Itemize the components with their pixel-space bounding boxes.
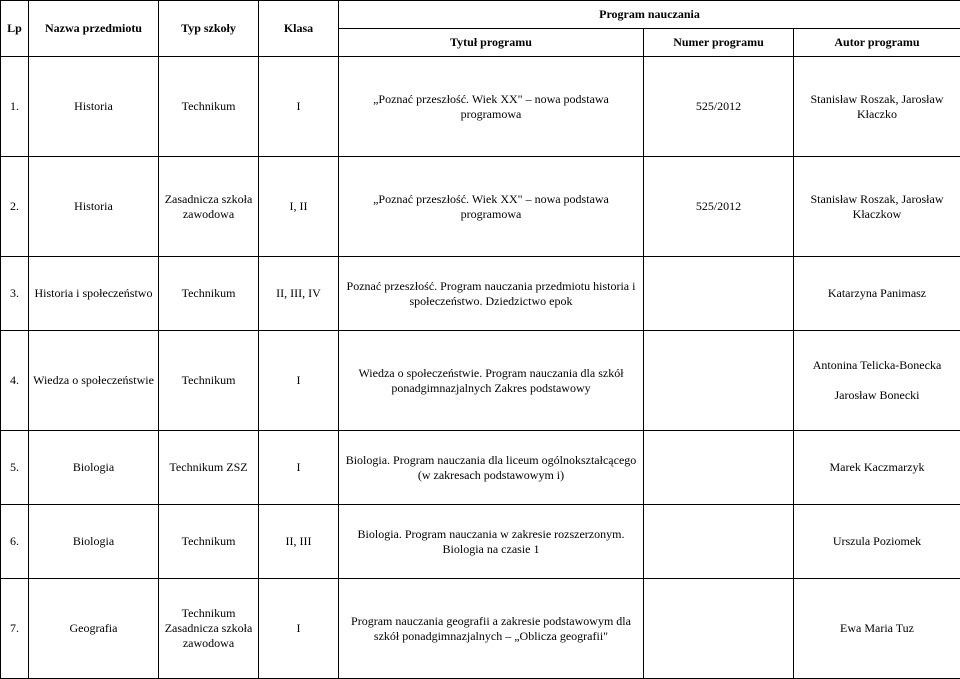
table-row: 7. Geografia Technikum Zasadnicza szkoła… [1,579,960,679]
cell-program-title: „Poznać przeszłość. Wiek XX" – nowa pods… [339,157,644,257]
cell-program-title: „Poznać przeszłość. Wiek XX" – nowa pods… [339,57,644,157]
cell-program-title: Poznać przeszłość. Program nauczania prz… [339,257,644,331]
cell-class: II, III [259,505,339,579]
cell-school-type: Technikum ZSZ [159,431,259,505]
header-class: Klasa [259,1,339,57]
cell-subject: Historia [29,57,159,157]
cell-school-type: Technikum Zasadnicza szkoła zawodowa [159,579,259,679]
cell-program-author: Urszula Poziomek [794,505,960,579]
cell-subject: Geografia [29,579,159,679]
table-row: 3. Historia i społeczeństwo Technikum II… [1,257,960,331]
header-lp: Lp [1,1,29,57]
cell-class: I, II [259,157,339,257]
cell-program-number: 525/2012 [644,57,794,157]
cell-lp: 1. [1,57,29,157]
cell-lp: 4. [1,331,29,431]
cell-program-author: Stanisław Roszak, Jarosław Kłaczko [794,57,960,157]
header-program-number: Numer programu [644,29,794,57]
cell-lp: 3. [1,257,29,331]
cell-program-title: Program nauczania geografii a zakresie p… [339,579,644,679]
table-row: 6. Biologia Technikum II, III Biologia. … [1,505,960,579]
cell-class: I [259,579,339,679]
cell-school-type: Technikum [159,331,259,431]
table-row: 2. Historia Zasadnicza szkoła zawodowa I… [1,157,960,257]
cell-subject: Historia i społeczeństwo [29,257,159,331]
header-program-group: Program nauczania [339,1,960,29]
table-row: 1. Historia Technikum I „Poznać przeszło… [1,57,960,157]
cell-program-author: Antonina Telicka-Bonecka Jarosław Boneck… [794,331,960,431]
header-school-type: Typ szkoły [159,1,259,57]
cell-school-type: Zasadnicza szkoła zawodowa [159,157,259,257]
table-row: 5. Biologia Technikum ZSZ I Biologia. Pr… [1,431,960,505]
cell-program-number [644,579,794,679]
table-body: 1. Historia Technikum I „Poznać przeszło… [1,57,960,679]
cell-school-type: Technikum [159,57,259,157]
cell-program-title: Wiedza o społeczeństwie. Program nauczan… [339,331,644,431]
cell-program-author: Stanisław Roszak, Jarosław Kłaczkow [794,157,960,257]
cell-program-number [644,431,794,505]
cell-class: I [259,331,339,431]
cell-program-author: Ewa Maria Tuz [794,579,960,679]
cell-program-title: Biologia. Program nauczania dla liceum o… [339,431,644,505]
cell-program-number [644,257,794,331]
header-program-author: Autor programu [794,29,960,57]
cell-program-title: Biologia. Program nauczania w zakresie r… [339,505,644,579]
cell-program-number [644,505,794,579]
cell-subject: Historia [29,157,159,257]
table-header: Lp Nazwa przedmiotu Typ szkoły Klasa Pro… [1,1,960,57]
table-row: 4. Wiedza o społeczeństwie Technikum I W… [1,331,960,431]
cell-program-number [644,331,794,431]
cell-program-author: Katarzyna Panimasz [794,257,960,331]
cell-class: I [259,57,339,157]
cell-program-author: Marek Kaczmarzyk [794,431,960,505]
header-subject: Nazwa przedmiotu [29,1,159,57]
cell-school-type: Technikum [159,505,259,579]
cell-lp: 7. [1,579,29,679]
cell-class: I [259,431,339,505]
curriculum-table: Lp Nazwa przedmiotu Typ szkoły Klasa Pro… [0,0,960,679]
header-program-title: Tytuł programu [339,29,644,57]
cell-lp: 5. [1,431,29,505]
cell-subject: Biologia [29,505,159,579]
cell-program-number: 525/2012 [644,157,794,257]
cell-subject: Wiedza o społeczeństwie [29,331,159,431]
cell-school-type: Technikum [159,257,259,331]
cell-lp: 6. [1,505,29,579]
cell-class: II, III, IV [259,257,339,331]
cell-subject: Biologia [29,431,159,505]
cell-lp: 2. [1,157,29,257]
